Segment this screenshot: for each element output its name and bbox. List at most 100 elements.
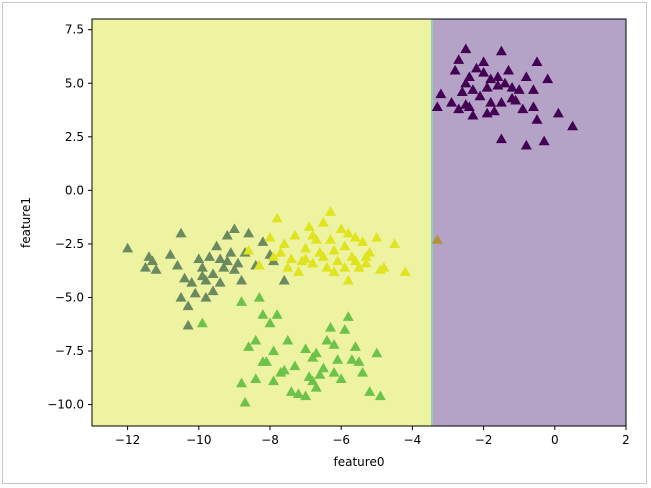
data-point — [317, 217, 329, 227]
x-tick-label: 0 — [551, 433, 559, 447]
data-point — [531, 56, 543, 66]
data-point — [431, 234, 443, 244]
x-axis-label: feature0 — [334, 455, 385, 469]
data-point — [463, 71, 475, 81]
data-point — [339, 240, 351, 251]
x-tick-label: −10 — [186, 433, 211, 447]
data-point — [203, 251, 215, 261]
data-point — [460, 43, 472, 54]
data-point — [196, 317, 208, 328]
data-point — [214, 253, 226, 264]
data-point — [218, 261, 230, 272]
data-point — [317, 362, 329, 373]
data-point — [495, 97, 507, 107]
plot-area-frame — [91, 18, 627, 427]
data-point — [228, 223, 240, 234]
data-point — [228, 264, 240, 274]
data-point — [264, 231, 276, 242]
data-point — [456, 86, 468, 96]
data-point — [189, 287, 201, 298]
y-tick-label: 0.0 — [65, 183, 84, 197]
data-point — [374, 264, 386, 274]
data-point — [268, 345, 280, 356]
data-point — [467, 84, 479, 94]
data-point — [250, 373, 262, 383]
data-point — [474, 90, 486, 101]
data-point — [495, 45, 507, 56]
data-point — [175, 227, 187, 238]
data-point — [339, 324, 351, 334]
data-point — [332, 354, 344, 364]
data-point — [353, 356, 365, 366]
data-point — [300, 343, 312, 354]
data-point — [282, 261, 294, 272]
data-point — [342, 227, 354, 238]
data-point — [389, 238, 401, 249]
data-point — [150, 264, 162, 274]
data-point — [357, 236, 369, 246]
data-point — [236, 296, 248, 306]
data-point — [196, 261, 208, 272]
data-point — [506, 82, 518, 92]
y-tick-label: −7.5 — [55, 344, 84, 358]
data-point — [357, 366, 369, 377]
data-point — [257, 236, 269, 246]
data-point — [531, 114, 543, 124]
data-point — [321, 334, 333, 345]
data-point — [460, 77, 472, 88]
x-tick-label: −8 — [261, 433, 279, 447]
y-tick-label: −5.0 — [55, 290, 84, 304]
data-point — [567, 120, 579, 131]
data-point — [346, 354, 358, 364]
data-point — [371, 347, 383, 358]
data-point — [278, 274, 290, 285]
data-point — [520, 139, 532, 150]
data-point — [552, 107, 564, 118]
data-point — [243, 244, 255, 255]
data-point — [485, 97, 497, 107]
data-point — [171, 259, 183, 270]
data-point — [271, 212, 283, 223]
y-axis-label: feature1 — [19, 197, 33, 248]
data-point — [200, 291, 212, 302]
data-point — [143, 251, 155, 261]
data-point — [542, 73, 554, 84]
y-tick-label: 5.0 — [65, 76, 84, 90]
data-point — [478, 56, 490, 66]
data-point — [289, 360, 301, 371]
data-point — [463, 101, 475, 111]
data-point — [335, 223, 347, 234]
data-point — [236, 377, 248, 388]
data-point — [268, 251, 280, 261]
data-point — [253, 259, 265, 270]
data-point — [307, 229, 319, 240]
data-point — [207, 268, 219, 279]
data-point — [243, 341, 255, 351]
data-point — [325, 206, 337, 216]
y-tick-label: 7.5 — [65, 23, 84, 37]
x-tick-label: −4 — [404, 433, 422, 447]
data-point — [342, 274, 354, 285]
data-point — [467, 109, 479, 120]
data-point — [328, 366, 340, 377]
data-point — [275, 246, 287, 257]
data-point — [360, 251, 372, 261]
data-point — [527, 84, 539, 94]
data-point — [510, 94, 522, 105]
data-point — [271, 309, 283, 319]
data-point — [339, 261, 351, 272]
data-point — [292, 266, 304, 276]
data-point — [139, 261, 151, 272]
data-point — [349, 255, 361, 266]
data-point — [236, 274, 248, 285]
data-point — [495, 133, 507, 144]
data-point — [492, 71, 504, 81]
data-point — [239, 396, 251, 407]
data-point — [300, 253, 312, 264]
data-point — [278, 364, 290, 375]
data-point — [243, 227, 255, 238]
data-point — [314, 369, 326, 379]
data-point — [289, 229, 301, 240]
data-point — [214, 276, 226, 287]
